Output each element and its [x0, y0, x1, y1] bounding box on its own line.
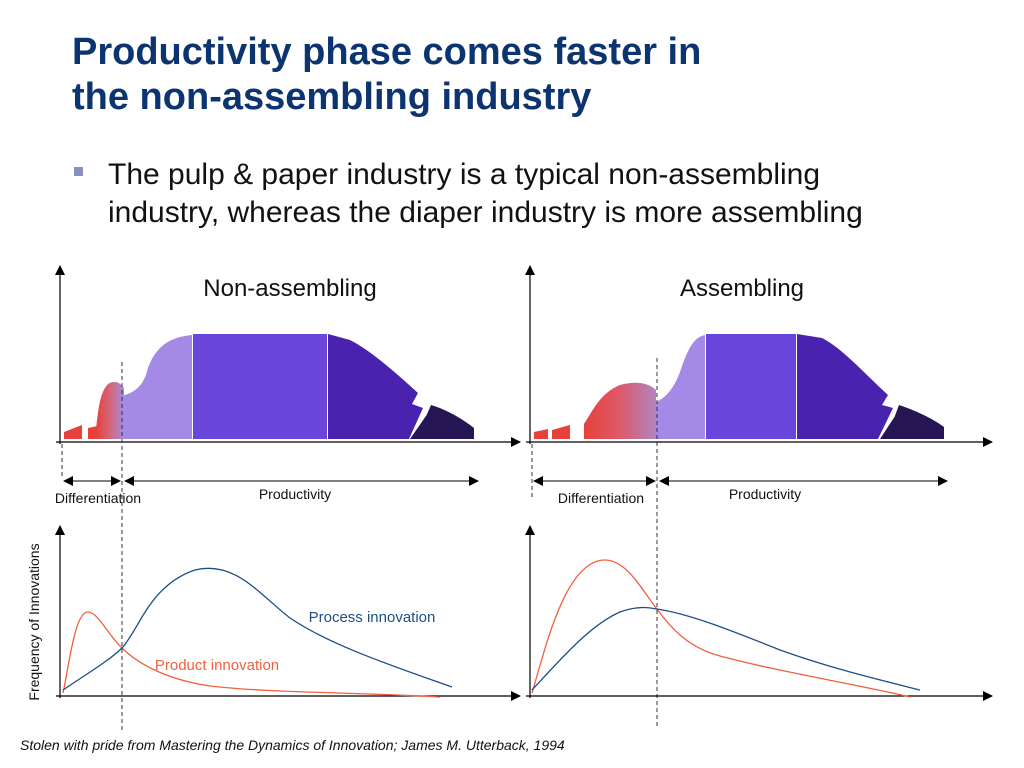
- right-product-innovation-curve: [531, 559, 911, 698]
- right-differentiation-label: Differentiation: [558, 490, 644, 506]
- left-red-small-block: [64, 425, 82, 439]
- bullet-line-2: industry, whereas the diaper industry is…: [108, 196, 863, 229]
- left-mid-purple-phase: [193, 334, 327, 439]
- left-red-hump: [96, 381, 124, 439]
- source-caption: Stolen with pride from Mastering the Dyn…: [20, 737, 565, 753]
- right-mid-purple-phase: [706, 334, 796, 439]
- bullet-square-icon: [74, 167, 83, 176]
- left-lower-panel: Frequency of Innovations Process innovat…: [26, 525, 521, 701]
- right-productivity-label: Productivity: [729, 486, 801, 502]
- slide-title: Productivity phase comes faster in the n…: [72, 30, 972, 120]
- left-panel-heading: Non-assembling: [203, 275, 376, 302]
- right-panel-heading: Assembling: [680, 275, 804, 302]
- right-process-innovation-curve: [531, 606, 921, 691]
- right-upper-panel: Assembling Differentiation Productivity: [525, 265, 993, 728]
- right-red-hump: [584, 382, 656, 439]
- left-upper-panel: Non-assembling Differentiation Productiv…: [55, 265, 521, 730]
- left-differentiation-label: Differentiation: [55, 490, 141, 506]
- bullet-line-1: The pulp & paper industry is a typical n…: [108, 158, 821, 191]
- left-process-innovation-label: Process innovation: [309, 609, 436, 626]
- bullet-text: The pulp & paper industry is a typical n…: [108, 156, 1008, 232]
- right-navy-phase: [880, 405, 944, 439]
- left-process-innovation-curve: [62, 567, 453, 691]
- left-product-innovation-label: Product innovation: [155, 657, 279, 674]
- left-dark-purple-phase: [328, 334, 423, 439]
- left-navy-phase: [410, 405, 474, 439]
- y-axis-label-frequency: Frequency of Innovations: [26, 543, 42, 700]
- left-productivity-label: Productivity: [259, 486, 331, 502]
- right-red-small-block: [534, 429, 548, 439]
- title-line-2: the non-assembling industry: [72, 76, 592, 118]
- title-line-1: Productivity phase comes faster in: [72, 31, 702, 73]
- right-dark-purple-phase: [797, 334, 893, 439]
- right-light-purple-phase: [656, 335, 705, 439]
- right-red-block: [552, 425, 570, 439]
- left-light-purple-phase: [122, 335, 192, 439]
- right-lower-panel: [525, 525, 993, 701]
- left-product-innovation-curve: [62, 611, 441, 698]
